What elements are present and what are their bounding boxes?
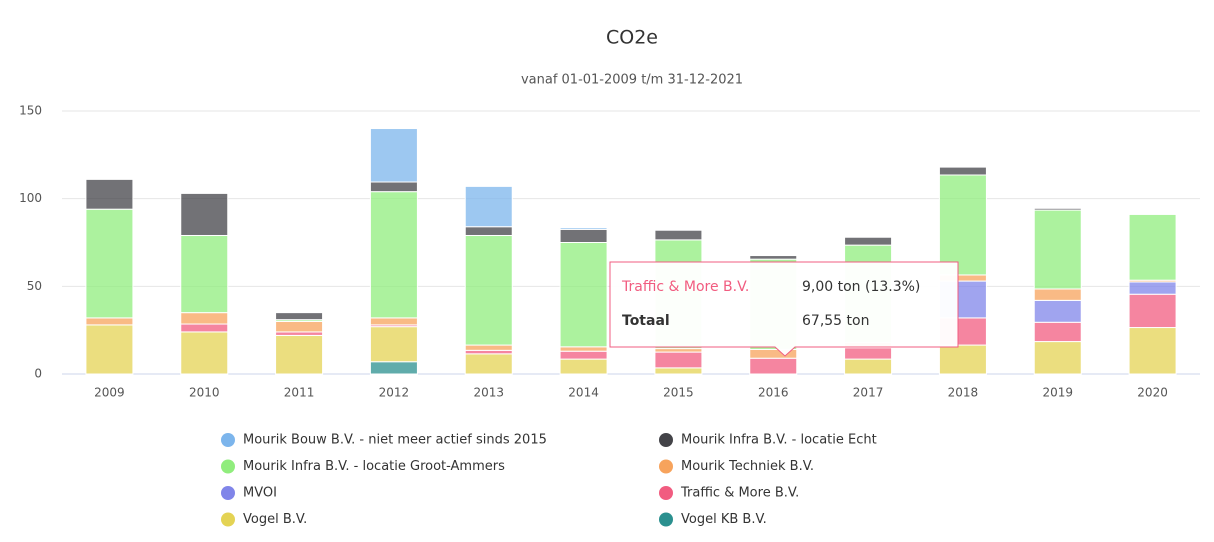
x-tick-label: 2017 (853, 386, 884, 400)
bar-segment (654, 351, 703, 369)
bar-segment (275, 334, 324, 375)
bar-segment (938, 174, 987, 276)
bar-segment (654, 348, 703, 353)
tooltip-series: Traffic & More B.V. (621, 279, 749, 295)
y-tick-label: 50 (27, 279, 42, 293)
bar-segment (180, 192, 229, 236)
legend-label: Mourik Infra B.V. - locatie Echt (681, 433, 877, 448)
bar-segment (85, 208, 134, 319)
bar-segment (464, 344, 513, 351)
legend-marker (659, 433, 673, 447)
bar-segment (938, 166, 987, 176)
legend-marker (659, 486, 673, 500)
bar-segment (844, 358, 893, 375)
bar-segment (464, 226, 513, 236)
bar-segment (369, 326, 418, 363)
bar-segment (749, 357, 798, 375)
bar-segment (1033, 341, 1082, 375)
x-tick-label: 2010 (189, 386, 220, 400)
legend-marker (221, 512, 235, 527)
legend-label: Traffic & More B.V. (680, 486, 799, 501)
legend-label: MVOI (243, 486, 277, 501)
bar-segment (559, 350, 608, 360)
bar-segment (85, 178, 134, 210)
y-tick-label: 0 (34, 367, 42, 381)
bar-segment (654, 229, 703, 241)
bar-segment (369, 361, 418, 375)
x-tick-label: 2013 (473, 386, 504, 400)
tooltip: Traffic & More B.V. 9,00 ton (13.3%) Tot… (609, 261, 959, 357)
bar-segment (275, 320, 324, 333)
bar-segment (1128, 293, 1177, 329)
x-tick-label: 2018 (948, 386, 979, 400)
legend-label: Vogel KB B.V. (681, 512, 767, 527)
bar-segment (369, 191, 418, 319)
bar-segment (85, 324, 134, 375)
bar-segment (275, 331, 324, 336)
bar-segment (559, 227, 608, 230)
legend-marker (221, 486, 235, 500)
bar-segment (1033, 288, 1082, 301)
y-tick-label: 100 (19, 191, 42, 205)
x-tick-label: 2014 (568, 386, 599, 400)
legend-marker (221, 459, 235, 474)
bar-segment (559, 242, 608, 348)
tooltip-total: 67,55 ton (802, 313, 869, 329)
tooltip-value: 9,00 ton (13.3%) (802, 279, 920, 295)
bar-segment (559, 228, 608, 244)
x-tick-label: 2016 (758, 386, 789, 400)
y-tick-label: 150 (19, 104, 42, 118)
bar-segment (1128, 327, 1177, 375)
legend: Mourik Bouw B.V. - niet meer actief sind… (221, 433, 877, 527)
bar-segment (1033, 299, 1082, 323)
bar-segment (180, 323, 229, 333)
bar-segment (275, 312, 324, 321)
bar-segment (1128, 213, 1177, 281)
x-tick-label: 2015 (663, 386, 694, 400)
bar-segment (1128, 281, 1177, 295)
bar-segment (180, 234, 229, 314)
bar-segment (180, 312, 229, 325)
x-tick-label: 2009 (94, 386, 125, 400)
bar-segment (464, 185, 513, 228)
legend-label: Mourik Infra B.V. - locatie Groot-Ammers (243, 459, 505, 474)
bar-segment (180, 331, 229, 375)
legend-marker (221, 433, 235, 447)
bar-segment (369, 128, 418, 183)
legend-marker (659, 512, 673, 527)
bar-segment (369, 181, 418, 193)
bar-segment (654, 367, 703, 375)
legend-label: Mourik Techniek B.V. (681, 459, 814, 474)
x-tick-label: 2011 (284, 386, 315, 400)
bar-segment (559, 358, 608, 375)
bar-segment (1033, 209, 1082, 290)
plot: 0 50 100 150 2009 2010 2011 2012 2013 2014 2015 201… (19, 104, 1200, 400)
legend-label: Vogel B.V. (243, 512, 307, 527)
bar-segment (844, 347, 893, 360)
x-tick-label: 2020 (1137, 386, 1168, 400)
bar-segment (559, 346, 608, 352)
bar-segment (844, 236, 893, 246)
tooltip-box (609, 261, 959, 357)
tooltip-total-label: Totaal (622, 313, 670, 329)
legend-marker (659, 459, 673, 474)
bar-segment (369, 317, 418, 326)
x-tick-label: 2012 (379, 386, 410, 400)
bar-segment (1033, 321, 1082, 343)
legend-label: Mourik Bouw B.V. - niet meer actief sind… (243, 433, 547, 448)
chart-subtitle: vanaf 01-01-2009 t/m 31-12-2021 (521, 73, 743, 88)
bar-segment (1033, 207, 1082, 211)
chart-title: CO2e (606, 27, 658, 49)
bar-segment (464, 349, 513, 355)
bar-segment (464, 234, 513, 346)
bar-segment (749, 255, 798, 260)
bar-segment (464, 353, 513, 375)
x-tick-label: 2019 (1042, 386, 1073, 400)
bar-segment (938, 344, 987, 375)
bar-segment (85, 317, 134, 326)
